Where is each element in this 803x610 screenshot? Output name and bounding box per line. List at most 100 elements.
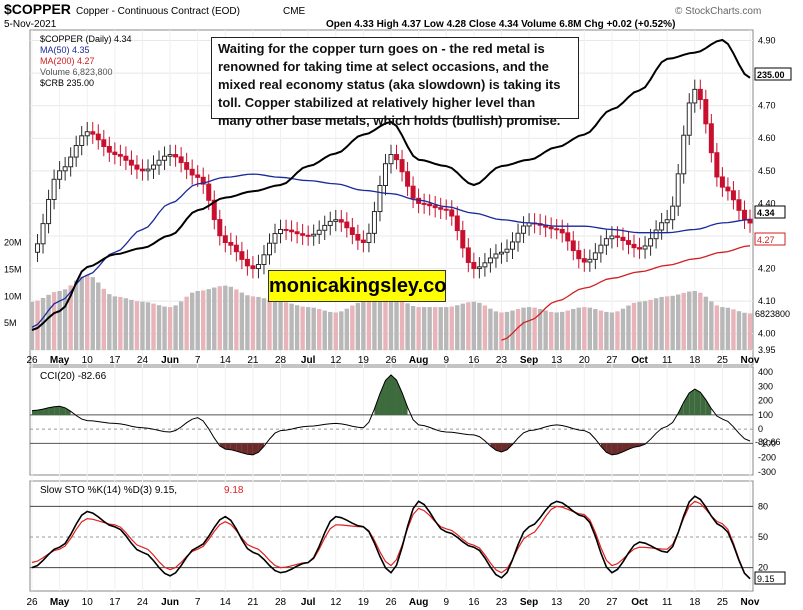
volume-bar (79, 276, 84, 350)
volume-bar (333, 312, 338, 350)
volume-bar (305, 307, 311, 350)
x-tick-label: 26 (26, 355, 38, 366)
volume-bar (493, 311, 499, 350)
candle-body (189, 168, 195, 176)
candle-body (625, 240, 631, 245)
candle-body (101, 139, 107, 148)
candle-body (255, 263, 261, 270)
candle-body (73, 144, 79, 158)
volume-bar (151, 303, 156, 350)
candle-body (747, 218, 753, 224)
watermark-label: monicakingsley.co (268, 270, 446, 302)
volume-bar (499, 312, 504, 350)
candle-body (178, 156, 184, 164)
x-tick-label: Sep (520, 355, 538, 366)
candle-body (686, 102, 692, 136)
volume-bar (294, 305, 300, 350)
cci-overbought-fill (48, 406, 55, 415)
candle-body (162, 155, 168, 161)
candle-body (167, 154, 173, 157)
volume-bar (642, 301, 648, 350)
volume-bar (421, 307, 427, 350)
volume-bar (659, 296, 664, 350)
volume-bar (107, 294, 112, 350)
volume-bar (709, 301, 714, 350)
x-tick-label: 13 (551, 597, 563, 608)
candle-body (333, 219, 339, 222)
volume-bar (234, 289, 239, 350)
cci-overbought-fill (402, 392, 408, 415)
candle-body (68, 156, 74, 168)
candle-body (184, 162, 190, 170)
volume-bar (250, 296, 256, 350)
cci-tick-label: -100 (758, 438, 776, 448)
cci-tick-label: -200 (758, 453, 776, 463)
x-tick-label: 28 (275, 355, 287, 366)
volume-bar (73, 280, 79, 350)
volume-bar (350, 305, 355, 350)
candle-body (106, 146, 112, 153)
volume-bar (388, 296, 394, 350)
candle-body (40, 223, 46, 245)
volume-bar (560, 311, 565, 350)
volume-bar (410, 305, 416, 350)
legend: $COPPER (Daily) 4.34 MA(50) 4.35 MA(200)… (40, 34, 132, 88)
volume-bar (206, 289, 211, 350)
volume-bar (720, 307, 725, 350)
candle-body (504, 248, 510, 253)
volume-bar (51, 292, 57, 350)
volume-bar (416, 307, 421, 350)
cci-overbought-fill (705, 399, 712, 415)
candle-body (681, 134, 687, 175)
cci-tick-label: 200 (758, 396, 773, 406)
candle-body (614, 235, 620, 238)
candle-body (570, 240, 576, 252)
sto-value-tag (754, 571, 786, 585)
legend-crb: $CRB 235.00 (40, 78, 94, 88)
volume-bar (521, 307, 526, 350)
x-tick-label: Aug (409, 597, 428, 608)
sto-value-label: 9.15 (757, 574, 775, 584)
candle-body (382, 163, 388, 186)
symbol-name: Copper - Continuous Contract (EOD) (76, 6, 240, 17)
cci-oversold-fill (628, 443, 635, 450)
cci-overbought-fill (694, 389, 701, 415)
candle-body (349, 227, 355, 235)
volume-bar (35, 300, 40, 350)
candle-body (703, 99, 709, 125)
candle-body (62, 166, 68, 172)
volume-value-label: 6823800 (755, 309, 790, 319)
volume-bar (289, 303, 294, 350)
candle-body (261, 254, 267, 265)
cci-oversold-fill (490, 443, 496, 451)
x-tick-label: 20 (579, 597, 591, 608)
volume-bar (587, 307, 593, 350)
x-tick-label: 27 (606, 355, 618, 366)
volume-bar (576, 307, 581, 350)
candle-body (410, 185, 416, 199)
candle-body (211, 199, 217, 221)
x-tick-label: 21 (247, 597, 259, 608)
candle-body (283, 228, 289, 231)
volume-bar (85, 274, 90, 350)
candle-body (311, 233, 317, 237)
candle-body (670, 205, 676, 221)
candle-body (228, 241, 234, 246)
candle-body (648, 238, 654, 247)
volume-bar (228, 286, 234, 350)
candle-body (344, 221, 350, 229)
volume-bar (173, 305, 178, 350)
volume-bar (261, 298, 267, 350)
volume-bar (648, 299, 653, 350)
candle-body (46, 198, 52, 225)
candle-body (741, 209, 747, 220)
volume-bar (156, 305, 162, 350)
volume-bar (46, 294, 51, 350)
sto-label: Slow STO %K(14) %D(3) 9.15, (40, 485, 177, 496)
volume-bar (405, 303, 410, 350)
ma200-price-tag (754, 232, 786, 246)
volume-bar (626, 305, 631, 350)
candle-body (366, 232, 372, 243)
cci-overbought-fill (59, 406, 66, 415)
volume-bar (670, 295, 675, 350)
